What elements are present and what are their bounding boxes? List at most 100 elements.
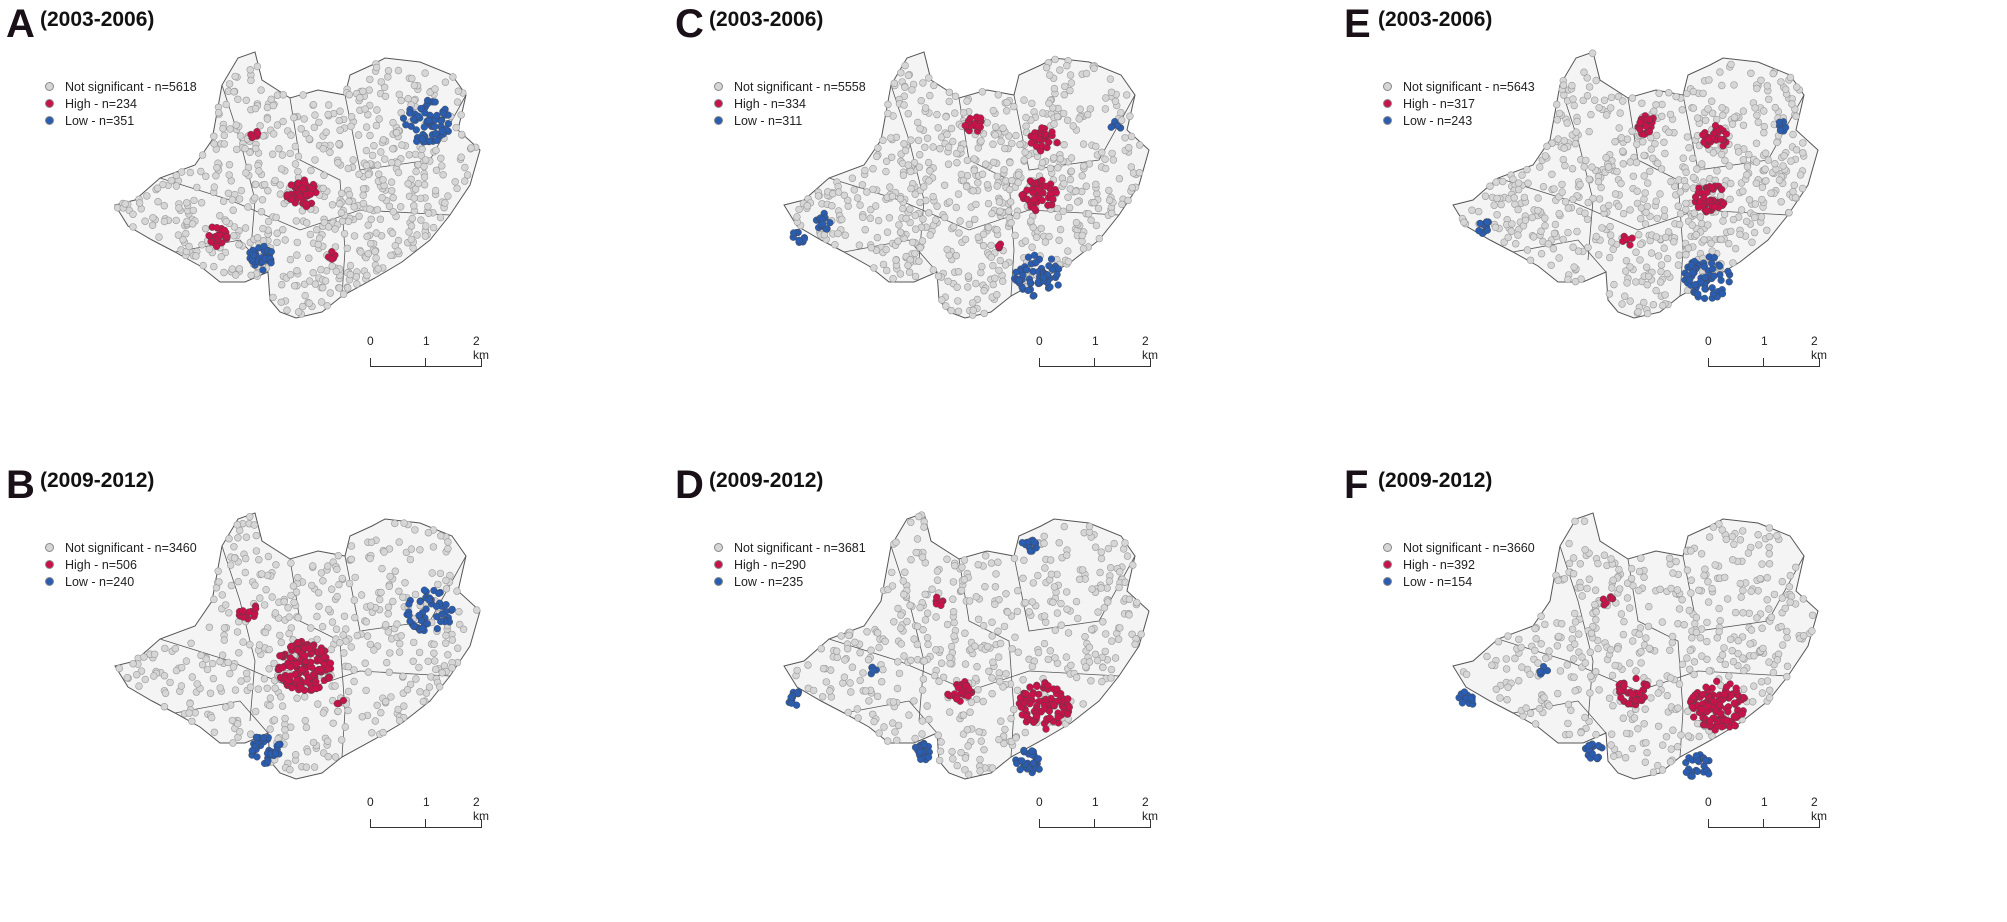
not-significant-point — [1633, 187, 1641, 195]
not-significant-point — [897, 611, 905, 619]
not-significant-point — [1116, 568, 1124, 576]
high-cluster-point — [1713, 677, 1721, 685]
not-significant-point — [1752, 158, 1761, 166]
not-significant-point — [1595, 103, 1603, 112]
low-cluster-point — [448, 605, 456, 614]
not-significant-point — [928, 585, 936, 593]
not-significant-point — [793, 213, 801, 221]
not-significant-point — [1568, 81, 1576, 90]
not-significant-point — [988, 618, 996, 626]
not-significant-point — [932, 646, 940, 654]
not-significant-point — [1798, 184, 1807, 193]
not-significant-point — [1045, 232, 1053, 241]
not-significant-point — [961, 629, 969, 637]
not-significant-point — [344, 217, 353, 226]
not-significant-point — [222, 217, 230, 226]
not-significant-point — [886, 183, 894, 191]
not-significant-point — [1579, 96, 1587, 105]
not-significant-point — [278, 281, 286, 289]
not-significant-point — [1578, 592, 1586, 600]
high-cluster-point — [1628, 690, 1636, 698]
legend-label: Not significant - n=3660 — [1403, 540, 1535, 555]
high-cluster-point — [1053, 685, 1061, 693]
not-significant-point — [336, 107, 344, 115]
not-significant-point — [1107, 674, 1115, 682]
not-significant-point — [826, 687, 834, 695]
not-significant-point — [1080, 162, 1088, 170]
not-significant-point — [307, 624, 315, 632]
not-significant-point — [371, 717, 379, 725]
not-significant-point — [1105, 186, 1113, 195]
not-significant-point — [1626, 206, 1634, 214]
not-significant-point — [339, 631, 347, 639]
legend-label: Not significant - n=3460 — [65, 540, 197, 555]
not-significant-point — [1611, 190, 1620, 198]
not-significant-point — [1556, 667, 1565, 675]
not-significant-point — [214, 108, 223, 117]
not-significant-point — [216, 657, 224, 666]
not-significant-point — [817, 645, 826, 653]
high-cluster-point — [1626, 241, 1634, 249]
not-significant-point — [1685, 606, 1693, 615]
not-significant-point — [1651, 140, 1659, 148]
not-significant-point — [1570, 673, 1578, 681]
not-significant-point — [1571, 640, 1579, 648]
not-significant-point — [925, 177, 933, 185]
not-significant-point — [1559, 235, 1567, 244]
high-cluster-point — [1706, 717, 1714, 725]
panel-letter: A — [6, 2, 35, 46]
not-significant-point — [287, 131, 295, 139]
not-significant-point — [887, 134, 895, 142]
high-cluster-point — [1622, 235, 1631, 243]
not-significant-point — [225, 534, 233, 543]
not-significant-point — [1747, 587, 1755, 595]
not-significant-point — [340, 649, 348, 657]
not-significant-point — [1013, 607, 1022, 616]
not-significant-point — [991, 274, 999, 282]
not-significant-point — [276, 190, 284, 198]
not-significant-point — [1606, 253, 1614, 262]
not-significant-point — [334, 707, 342, 716]
not-significant-point — [1763, 596, 1771, 604]
not-significant-point — [1718, 526, 1726, 534]
not-significant-point — [859, 669, 867, 677]
not-significant-point — [1022, 113, 1030, 122]
not-significant-point — [400, 702, 408, 710]
not-significant-point — [1483, 652, 1491, 661]
not-significant-point — [1703, 637, 1711, 646]
not-significant-point — [1682, 168, 1690, 177]
not-significant-point — [1021, 237, 1030, 245]
not-significant-point — [1014, 648, 1022, 656]
not-significant-point — [867, 244, 876, 252]
legend-swatch — [1383, 577, 1392, 586]
not-significant-point — [197, 199, 206, 207]
not-significant-point — [1101, 105, 1110, 113]
not-significant-point — [1623, 135, 1632, 143]
not-significant-point — [252, 144, 260, 153]
not-significant-point — [313, 226, 321, 234]
not-significant-point — [1607, 93, 1616, 102]
not-significant-point — [388, 229, 397, 237]
not-significant-point — [1594, 644, 1602, 653]
not-significant-point — [843, 645, 852, 653]
not-significant-point — [1572, 128, 1580, 136]
not-significant-point — [897, 69, 905, 77]
low-cluster-point — [1701, 294, 1709, 303]
not-significant-point — [1002, 177, 1010, 185]
not-significant-point — [1098, 677, 1106, 686]
not-significant-point — [987, 253, 995, 261]
not-significant-point — [315, 602, 323, 611]
not-significant-point — [1107, 563, 1115, 572]
not-significant-point — [1568, 165, 1577, 173]
not-significant-point — [257, 86, 265, 94]
not-significant-point — [1600, 96, 1609, 105]
not-significant-point — [1537, 612, 1545, 621]
not-significant-point — [881, 637, 889, 646]
not-significant-point — [1046, 647, 1054, 655]
not-significant-point — [932, 216, 940, 224]
high-cluster-point — [302, 200, 310, 208]
low-cluster-point — [1029, 759, 1037, 767]
not-significant-point — [1729, 657, 1738, 666]
not-significant-point — [129, 223, 137, 231]
